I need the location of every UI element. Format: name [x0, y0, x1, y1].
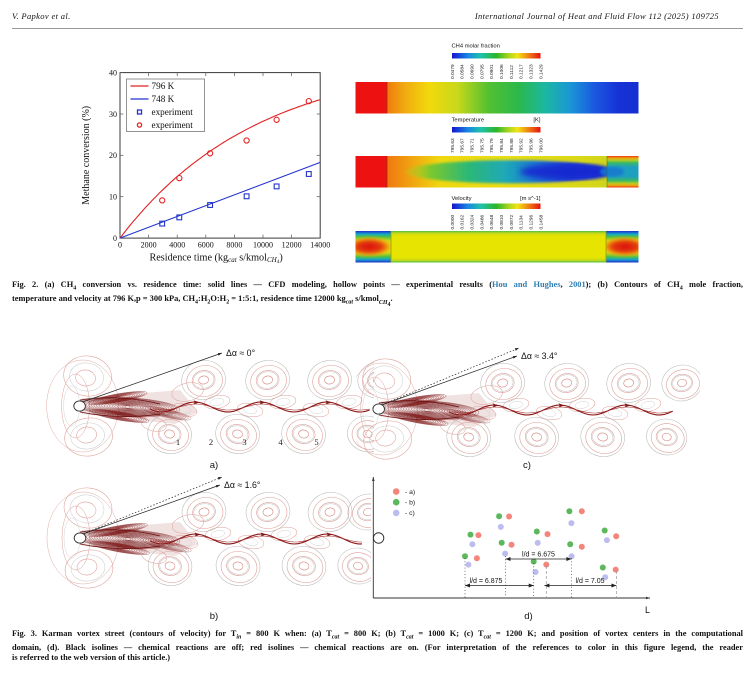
svg-text:- a): - a)	[405, 489, 415, 496]
svg-text:0.0901: 0.0901	[489, 64, 495, 79]
svg-text:0.1458: 0.1458	[538, 214, 544, 229]
svg-text:b): b)	[210, 611, 218, 622]
svg-text:30: 30	[109, 110, 117, 119]
svg-text:40: 40	[109, 68, 117, 77]
svg-text:c): c)	[523, 460, 531, 471]
svg-text:4: 4	[278, 437, 283, 447]
svg-text:l/d = 6.675: l/d = 6.675	[522, 552, 555, 559]
svg-text:0.1134: 0.1134	[519, 215, 525, 230]
svg-text:Residence time (kgcat s/kmolCH: Residence time (kgcat s/kmolCH4)	[149, 253, 282, 266]
svg-text:795.79: 795.79	[489, 138, 495, 153]
svg-text:[m s^-1]: [m s^-1]	[520, 196, 541, 202]
svg-text:0: 0	[113, 234, 117, 243]
svg-text:experiment: experiment	[152, 107, 194, 117]
svg-text:0.1006: 0.1006	[499, 64, 505, 79]
svg-text:l/d = 7.05: l/d = 7.05	[576, 578, 605, 585]
svg-text:- c): - c)	[405, 510, 415, 517]
svg-text:0.0690: 0.0690	[470, 64, 476, 79]
svg-text:1: 1	[176, 437, 180, 447]
svg-text:Velocity: Velocity	[452, 196, 472, 202]
svg-text:795.84: 795.84	[499, 138, 505, 153]
svg-text:0.0648: 0.0648	[489, 214, 495, 229]
svg-text:0.0810: 0.0810	[499, 214, 505, 229]
svg-text:Δα ≈ 3.4°: Δα ≈ 3.4°	[521, 351, 557, 361]
svg-text:796 K: 796 K	[152, 81, 175, 91]
svg-text:0.1323: 0.1323	[529, 64, 535, 79]
svg-text:0.0584: 0.0584	[460, 64, 466, 79]
svg-text:795.92: 795.92	[519, 138, 525, 153]
svg-text:748 K: 748 K	[152, 94, 175, 104]
svg-text:0.0795: 0.0795	[479, 64, 485, 79]
svg-text:0.0162: 0.0162	[460, 214, 466, 229]
svg-text:a): a)	[210, 460, 218, 471]
svg-text:796.00: 796.00	[538, 138, 544, 153]
svg-text:3: 3	[242, 437, 246, 447]
svg-text:0.0000: 0.0000	[450, 214, 456, 229]
svg-text:Temperature: Temperature	[452, 118, 485, 124]
svg-text:5: 5	[314, 437, 318, 447]
svg-text:L: L	[645, 605, 650, 615]
svg-text:795.75: 795.75	[479, 138, 485, 153]
svg-text:0.1112: 0.1112	[509, 65, 515, 79]
svg-text:l/d = 6.875: l/d = 6.875	[470, 578, 503, 585]
svg-text:8000: 8000	[226, 241, 242, 250]
svg-text:12000: 12000	[282, 241, 302, 250]
svg-text:0.0972: 0.0972	[509, 214, 515, 229]
svg-text:0.0486: 0.0486	[479, 214, 485, 229]
svg-text:795.88: 795.88	[509, 138, 515, 153]
svg-text:795.96: 795.96	[529, 138, 535, 153]
svg-text:10000: 10000	[253, 241, 273, 250]
svg-text:6000: 6000	[198, 241, 214, 250]
svg-text:Δα ≈ 1.6°: Δα ≈ 1.6°	[224, 480, 260, 490]
svg-text:4000: 4000	[169, 241, 185, 250]
svg-text:2000: 2000	[141, 241, 157, 250]
svg-text:0.0324: 0.0324	[470, 214, 476, 229]
svg-text:Methane conversion (%): Methane conversion (%)	[81, 106, 92, 205]
svg-text:0.1429: 0.1429	[538, 64, 544, 79]
svg-text:10: 10	[109, 193, 117, 202]
svg-text:795.71: 795.71	[470, 138, 476, 153]
svg-text:20: 20	[109, 151, 117, 160]
svg-text:experiment: experiment	[152, 120, 194, 130]
svg-text:- b): - b)	[405, 500, 415, 507]
svg-text:[K]: [K]	[533, 118, 540, 124]
svg-text:0.1296: 0.1296	[529, 214, 535, 229]
svg-text:0.1217: 0.1217	[519, 64, 525, 79]
svg-text:2: 2	[209, 437, 213, 447]
svg-text:d): d)	[524, 611, 532, 622]
svg-text:0.0479: 0.0479	[450, 64, 456, 79]
svg-text:CH4 molar fraction: CH4 molar fraction	[452, 44, 500, 50]
svg-text:14000: 14000	[310, 241, 330, 250]
svg-text:0: 0	[118, 241, 122, 250]
svg-text:795.67: 795.67	[460, 138, 466, 153]
svg-text:Δα ≈ 0°: Δα ≈ 0°	[226, 348, 255, 358]
svg-text:795.63: 795.63	[450, 138, 456, 153]
